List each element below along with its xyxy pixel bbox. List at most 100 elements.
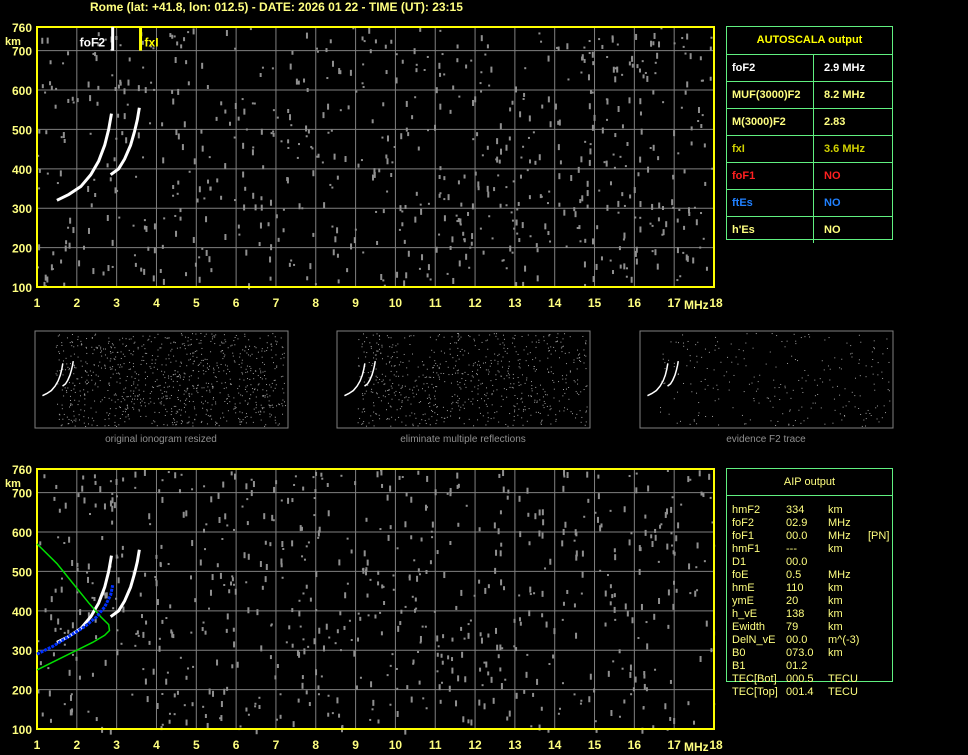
noise-dot [485,403,487,405]
y-tick-label: 400 [12,163,32,177]
noise-dot [206,722,209,729]
noise-dot [550,366,552,368]
noise-dot [553,388,555,390]
noise-dot [514,346,516,348]
noise-dot [861,425,863,427]
noise-dot [429,406,431,408]
noise-dot [613,548,616,553]
noise-dot [201,145,204,152]
noise-dot [133,342,135,344]
noise-dot [533,368,535,370]
noise-dot [376,350,378,352]
noise-dot [730,343,732,345]
noise-dot [226,420,228,422]
noise-dot [570,175,573,182]
noise-dot [95,333,97,335]
noise-dot [100,367,102,369]
noise-dot [814,402,816,404]
noise-dot [378,348,380,350]
noise-dot [222,352,224,354]
noise-dot [606,56,609,59]
noise-dot [460,202,463,207]
noise-dot [639,98,642,105]
noise-dot [77,493,80,498]
noise-dot [357,365,359,367]
noise-dot [576,227,579,230]
noise-dot [94,334,96,336]
noise-dot [218,425,220,427]
noise-dot [130,338,132,340]
noise-dot [100,350,102,352]
noise-dot [371,708,374,711]
noise-dot [639,216,642,219]
noise-dot [668,413,670,415]
aip-cell: 110 [786,582,804,594]
noise-dot [416,575,419,582]
noise-dot [514,395,516,397]
noise-dot [365,425,367,427]
noise-dot [175,129,178,136]
noise-dot [91,337,93,339]
noise-dot [886,338,888,340]
noise-dot [159,561,162,566]
noise-dot [264,576,267,583]
noise-dot [38,187,41,190]
noise-dot [282,399,284,401]
noise-dot [205,382,207,384]
noise-dot [143,344,145,346]
noise-dot [517,201,520,206]
noise-dot [166,395,168,397]
noise-dot [845,405,847,407]
aip-cell: TECU [828,673,858,685]
noise-dot [207,179,210,184]
noise-dot [675,588,678,593]
noise-dot [519,359,521,361]
noise-dot [858,359,860,361]
noise-dot [566,408,568,410]
noise-dot [531,390,533,392]
noise-dot [84,370,86,372]
aip-cell: m^(-3) [828,634,860,646]
noise-dot [478,699,481,706]
noise-dot [389,360,391,362]
noise-dot [687,207,690,214]
noise-dot [109,366,111,368]
noise-dot [179,208,182,213]
noise-dot [854,395,856,397]
noise-dot [173,355,175,357]
noise-dot [808,333,810,335]
ionogram-plot-2: 1 2 3 4 5 6 7 8 9 10 11 12 13 14 15 16 17 18MHz1002003004… [5,463,723,754]
noise-dot [660,523,663,526]
noise-dot [462,716,465,723]
noise-dot [463,637,466,640]
noise-dot [544,391,546,393]
noise-dot [467,352,469,354]
noise-dot [284,405,286,407]
noise-dot [168,719,171,724]
noise-dot [387,355,389,357]
noise-dot [106,214,109,221]
noise-dot [171,631,174,638]
noise-dot [840,368,842,370]
noise-dot [143,469,146,476]
noise-dot [192,385,194,387]
noise-dot [38,129,41,134]
noise-dot [369,49,372,54]
noise-dot [38,244,41,251]
noise-dot [296,156,299,159]
noise-dot [255,401,257,403]
noise-dot [423,364,425,366]
noise-dot [118,424,120,426]
noise-dot [64,387,66,389]
noise-dot [469,619,472,622]
noise-dot [604,622,607,627]
x-tick-label: 17 [667,296,681,310]
noise-dot [370,391,372,393]
noise-dot [139,402,141,404]
autoscala-key: ftEs [727,190,814,216]
noise-dot [647,166,650,173]
noise-dot [546,405,548,407]
noise-dot [257,375,259,377]
noise-dot [643,671,646,676]
noise-dot [271,345,273,347]
